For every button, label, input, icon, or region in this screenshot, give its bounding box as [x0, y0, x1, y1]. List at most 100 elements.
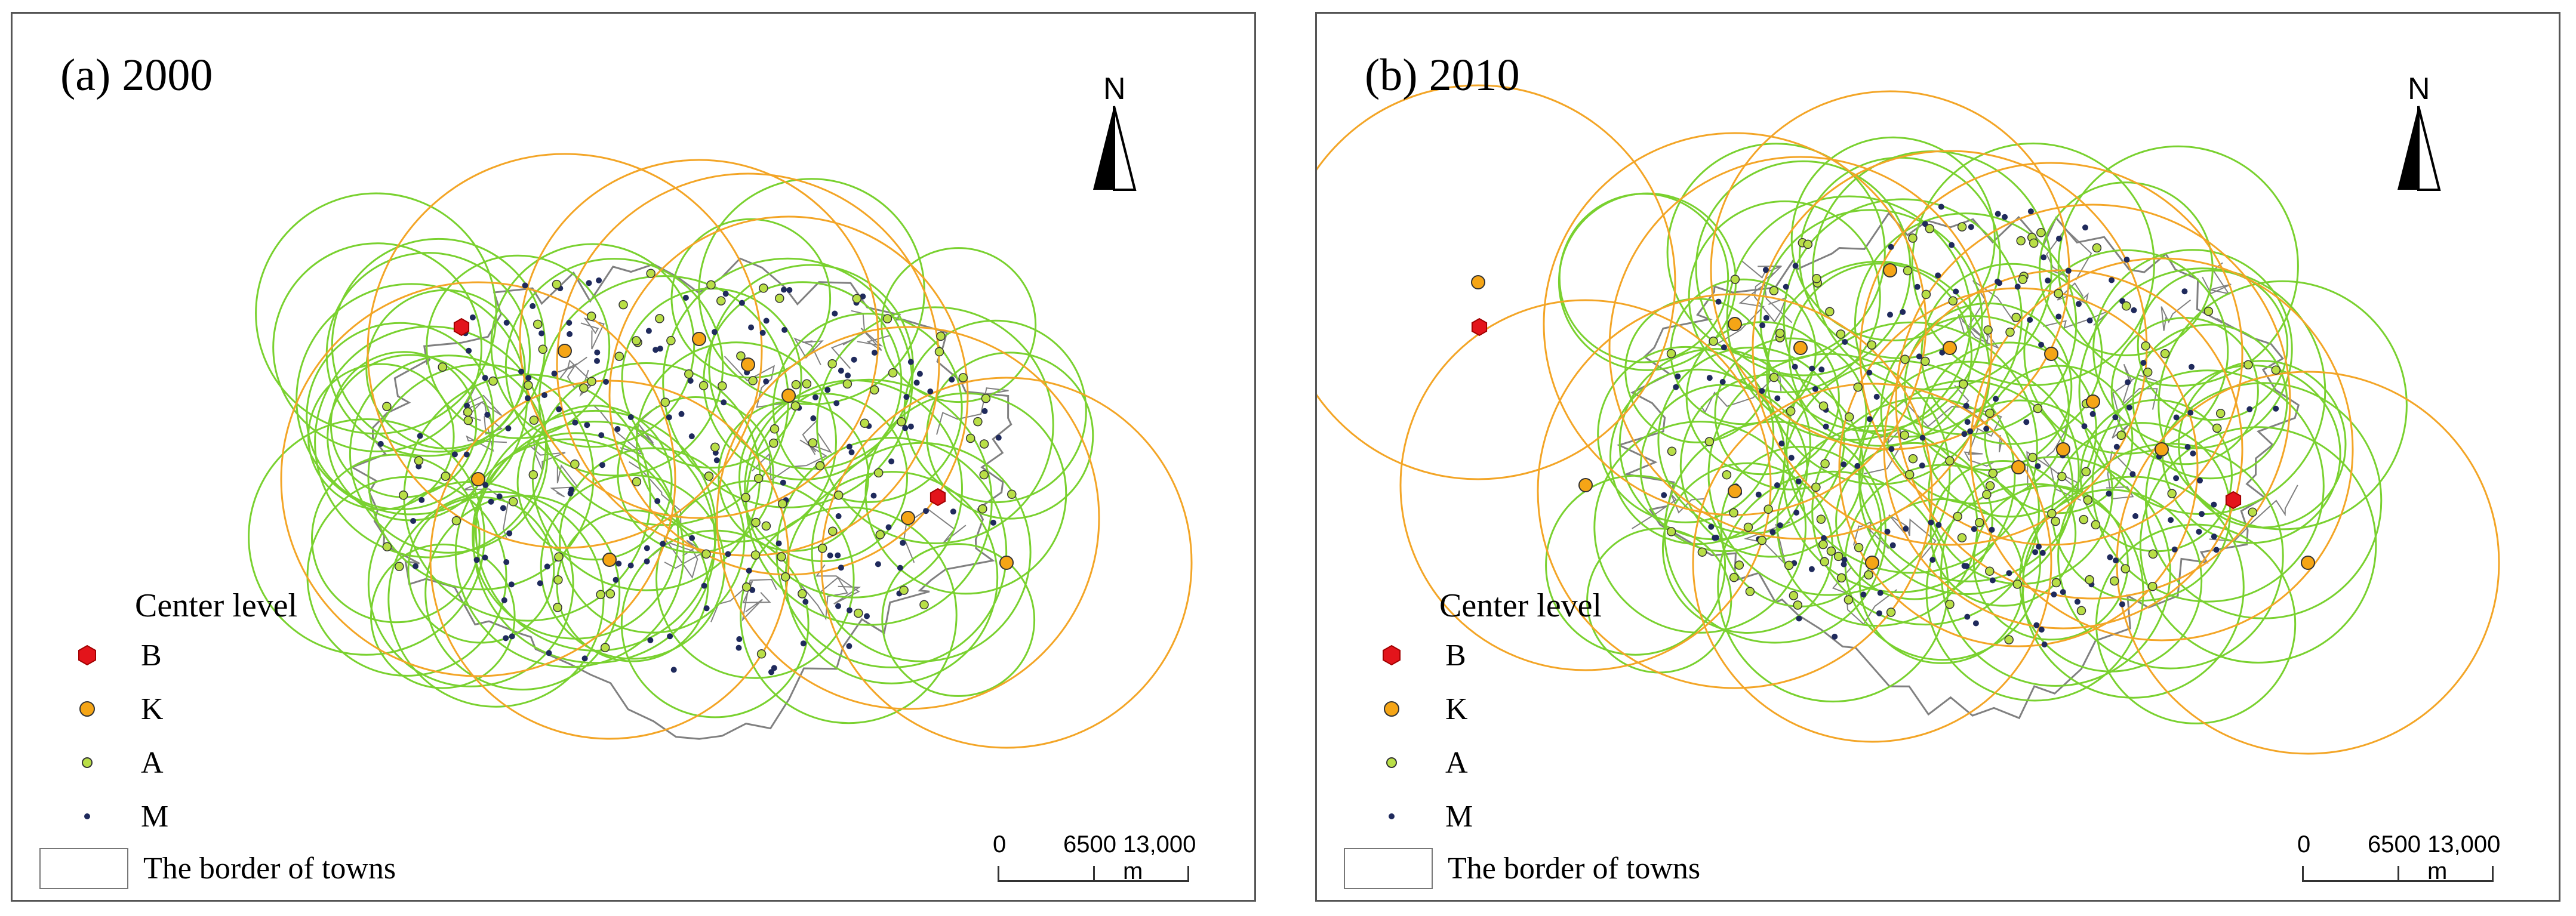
service-ring-a [2023, 249, 2229, 455]
center-a-dot [587, 377, 596, 386]
center-m-dot [525, 395, 531, 402]
center-m-dot [2187, 409, 2194, 416]
center-m-dot [1900, 309, 1906, 315]
center-m-dot [614, 426, 621, 432]
center-m-dot [902, 425, 909, 431]
center-m-dot [377, 440, 384, 447]
service-ring-a [311, 454, 481, 624]
center-m-dot [1823, 423, 1829, 430]
scale-tick [1093, 866, 1095, 882]
center-k-dot [781, 388, 796, 403]
center-m-dot [2023, 419, 2030, 425]
center-k-dot [2044, 347, 2058, 361]
center-m-dot [1792, 263, 1799, 269]
town-border-line [1832, 566, 1897, 625]
center-a-dot [632, 477, 642, 487]
center-a-dot [869, 385, 879, 395]
service-ring-a [1666, 143, 1886, 362]
center-m-dot [1949, 242, 1955, 248]
center-m-dot [1876, 610, 1882, 616]
center-a-dot [759, 283, 768, 293]
center-m-dot [603, 378, 609, 385]
legend-label: M [1445, 799, 1473, 834]
center-a-dot [395, 562, 404, 572]
center-a-dot [646, 269, 655, 278]
center-m-dot [1971, 526, 1977, 532]
center-m-dot [503, 559, 510, 565]
town-border-line [741, 579, 777, 622]
center-m-dot [1821, 535, 1827, 541]
service-ring-a [1688, 200, 1881, 393]
center-m-dot [763, 378, 770, 385]
center-m-dot [2199, 511, 2205, 517]
center-m-dot [1953, 288, 1959, 295]
center-m-dot [1916, 353, 1922, 360]
scale-label-mid: 6500 [1063, 831, 1116, 858]
center-m-dot [2082, 224, 2088, 231]
center-m-dot [2246, 406, 2253, 412]
center-m-dot [1873, 393, 1880, 400]
service-ring-k [1883, 269, 2243, 630]
center-a-dot [2160, 348, 2170, 359]
center-a-dot [2033, 403, 2043, 414]
service-ring-a [272, 242, 482, 452]
town-border-line [1958, 314, 1999, 349]
center-m-dot [1972, 620, 1979, 627]
service-ring-a [1921, 263, 2103, 445]
center-m-dot [846, 443, 852, 450]
town-border-line [793, 337, 824, 365]
center-a-dot [529, 415, 539, 425]
center-a-dot [666, 336, 676, 346]
center-m-dot [1963, 563, 1970, 569]
service-ring-a [1639, 384, 1808, 553]
center-m-dot [2132, 513, 2138, 519]
center-m-dot [469, 314, 476, 320]
center-a-dot [2011, 313, 2021, 322]
center-m-dot [1995, 278, 2001, 285]
center-m-dot [500, 505, 506, 511]
legend-label: K [1445, 692, 1468, 726]
center-a-dot [1921, 356, 1930, 366]
center-m-dot [1888, 243, 1894, 250]
center-a-dot [1704, 437, 1715, 446]
center-a-dot [761, 521, 771, 531]
center-m-dot [1832, 633, 1838, 640]
town-border-line [815, 564, 861, 605]
center-a-dot [1957, 533, 1967, 542]
center-m-dot [613, 576, 619, 583]
center-m-dot [584, 422, 590, 428]
center-m-dot [1777, 522, 1783, 529]
center-a-dot [1988, 468, 1998, 478]
center-a-dot [488, 376, 498, 386]
service-ring-k [367, 153, 763, 549]
center-m-dot [735, 644, 742, 651]
center-a-dot [750, 550, 761, 560]
service-ring-a [556, 509, 709, 662]
town-border-line [724, 356, 783, 408]
center-m-dot [2074, 599, 2081, 605]
center-m-dot [1675, 373, 1681, 380]
center-m-dot [1792, 363, 1798, 370]
center-a-dot [1697, 547, 1707, 557]
scale-tick [2492, 866, 2494, 882]
center-m-dot [833, 400, 840, 406]
scale-bar: 0 6500 13,000 m [2266, 831, 2517, 891]
center-a-dot [899, 585, 909, 595]
service-ring-a [1593, 421, 1807, 634]
center-m-dot [950, 508, 956, 515]
center-m-dot [508, 581, 515, 588]
center-m-dot [2032, 549, 2039, 556]
center-a-dot [1945, 456, 1955, 466]
center-a-dot [2076, 606, 2086, 616]
center-a-dot [1803, 239, 1813, 249]
service-ring-k [1969, 257, 2354, 641]
center-a-dot [979, 470, 989, 480]
center-a-dot [2143, 367, 2153, 377]
center-a-dot [1982, 490, 1992, 499]
center-m-dot [1963, 403, 1969, 409]
center-a-dot [1764, 504, 1773, 514]
center-a-dot [553, 603, 562, 612]
center-m-dot [827, 552, 833, 559]
center-a-dot [441, 471, 450, 481]
center-m-dot [2190, 450, 2196, 457]
